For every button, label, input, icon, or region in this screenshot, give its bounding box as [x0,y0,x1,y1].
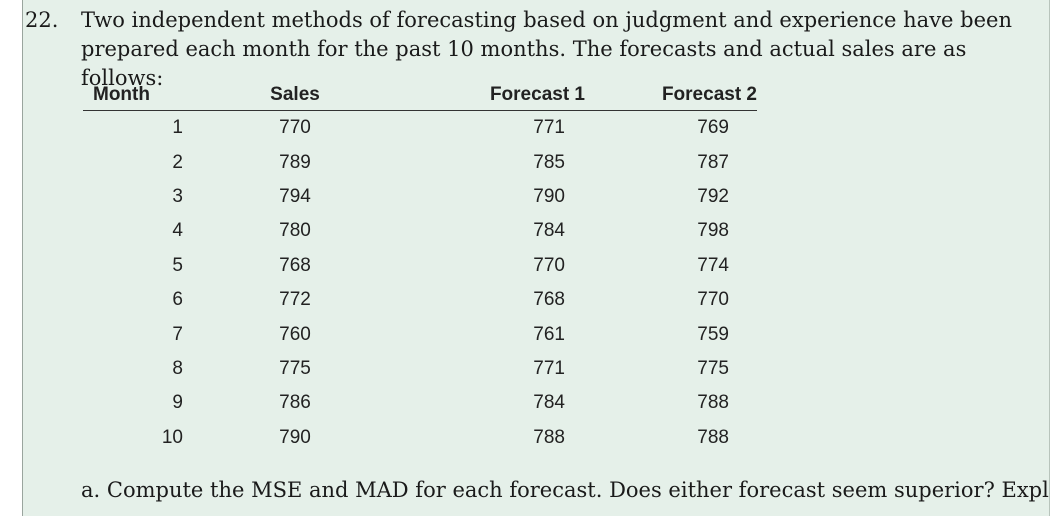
forecast-2-cell: 770 [697,289,729,311]
forecast-1-cell: 768 [533,289,565,311]
forecast-1-cell: 790 [533,185,565,207]
forecast-1-cell: 784 [533,392,565,414]
forecast-2-cell: 787 [697,151,729,173]
table-row: 2 789 785 787 [83,145,757,179]
header-forecast-1: Forecast 1 [395,80,609,111]
sales-cell: 789 [279,151,311,173]
month-cell: 2 [172,151,183,173]
table-row: 5 768 770 774 [83,249,757,283]
sales-cell: 794 [279,185,311,207]
forecast-1-cell: 785 [533,151,565,173]
sales-cell: 768 [279,254,311,276]
sales-cell: 772 [279,289,311,311]
sales-cell: 775 [279,357,311,379]
forecast-1-cell: 770 [533,254,565,276]
forecast-1-cell: 771 [533,117,565,139]
table-row: 6 772 768 770 [83,283,757,317]
forecast-2-cell: 792 [697,185,729,207]
forecast-2-cell: 759 [697,323,729,345]
month-cell: 9 [172,392,183,414]
table-header-row: Month Sales Forecast 1 Forecast 2 [83,80,757,111]
sales-cell: 770 [279,117,311,139]
problem-text: Two independent methods of forecasting b… [81,8,1012,90]
question-a: a. Compute the MSE and MAD for each fore… [81,478,1050,502]
table-row: 8 775 771 775 [83,352,757,386]
month-cell: 3 [172,185,183,207]
forecast-2-cell: 769 [697,117,729,139]
forecast-1-cell: 788 [533,426,565,448]
sales-cell: 790 [279,426,311,448]
sales-cell: 780 [279,220,311,242]
header-month: Month [83,80,195,111]
sales-cell: 760 [279,323,311,345]
sales-cell: 786 [279,392,311,414]
sales-forecast-table: Month Sales Forecast 1 Forecast 2 1 770 … [83,80,757,455]
table-row: 9 786 784 788 [83,386,757,420]
month-cell: 7 [172,323,183,345]
forecast-1-cell: 761 [533,323,565,345]
month-cell: 5 [172,254,183,276]
table-row: 10 790 788 788 [83,421,757,455]
month-cell: 1 [172,117,183,139]
month-cell: 10 [161,426,183,448]
forecast-2-cell: 775 [697,357,729,379]
table-row: 4 780 784 798 [83,214,757,248]
forecast-2-cell: 798 [697,220,729,242]
forecast-2-cell: 788 [697,392,729,414]
month-cell: 8 [172,357,183,379]
table-row: 3 794 790 792 [83,180,757,214]
problem-panel: 22. Two independent methods of forecasti… [22,0,1050,516]
problem-number: 22. [25,8,59,32]
table-row: 7 760 761 759 [83,317,757,351]
forecast-1-cell: 784 [533,220,565,242]
header-forecast-2: Forecast 2 [609,80,757,111]
forecast-1-cell: 771 [533,357,565,379]
forecast-2-cell: 788 [697,426,729,448]
month-cell: 4 [172,220,183,242]
table-row: 1 770 771 769 [83,111,757,146]
forecast-2-cell: 774 [697,254,729,276]
month-cell: 6 [172,289,183,311]
header-sales: Sales [195,80,395,111]
